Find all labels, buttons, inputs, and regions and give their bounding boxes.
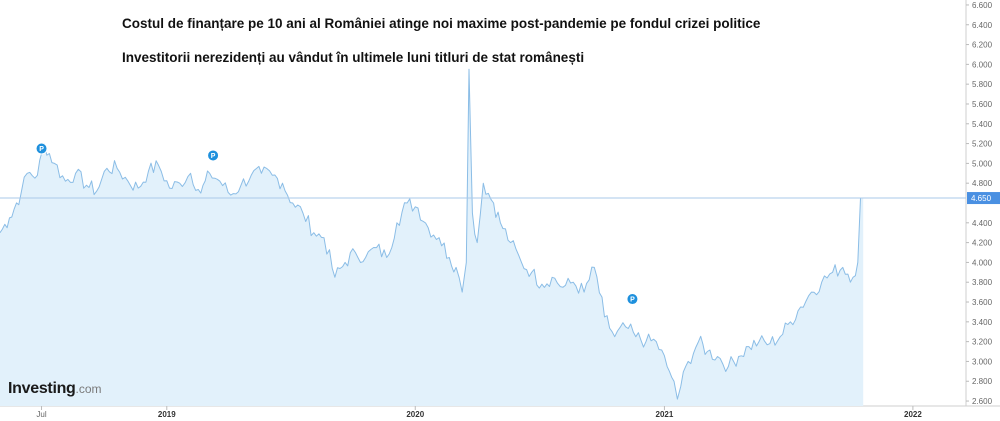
chart-subtitle: Investitorii nerezidenți au vândut în ul… xyxy=(122,50,585,65)
event-marker-label: P xyxy=(630,297,635,304)
y-tick-label: 5.600 xyxy=(972,100,993,109)
area-fill xyxy=(0,69,864,407)
y-tick-label: 3.200 xyxy=(972,338,993,347)
event-marker-label: P xyxy=(39,146,44,153)
y-tick-label: 6.000 xyxy=(972,60,993,69)
y-tick-label: 5.800 xyxy=(972,80,993,89)
x-tick-label: 2020 xyxy=(406,410,424,419)
y-tick-label: 3.000 xyxy=(972,357,993,366)
current-value-badge xyxy=(967,192,1000,205)
event-marker-label: P xyxy=(211,153,216,160)
y-tick-label: 5.400 xyxy=(972,120,993,129)
chart-title: Costul de finanțare pe 10 ani al Românie… xyxy=(122,16,761,31)
y-tick-label: 6.600 xyxy=(972,1,993,10)
y-tick-label: 5.200 xyxy=(972,140,993,149)
y-tick-label: 2.800 xyxy=(972,377,993,386)
x-tick-label: Jul xyxy=(36,410,46,419)
y-tick-label: 3.400 xyxy=(972,318,993,327)
investing-logo[interactable]: Investing.com xyxy=(8,380,102,398)
y-tick-label: 5.000 xyxy=(972,159,993,168)
y-tick-label: 3.600 xyxy=(972,298,993,307)
current-value-label: 4.650 xyxy=(971,194,992,203)
y-tick-label: 4.800 xyxy=(972,179,993,188)
logo-suffix: .com xyxy=(75,382,102,396)
y-tick-label: 4.200 xyxy=(972,239,993,248)
event-marker xyxy=(626,293,639,306)
event-marker xyxy=(207,149,220,162)
x-tick-label: 2022 xyxy=(904,410,922,419)
y-tick-label: 3.800 xyxy=(972,278,993,287)
y-tick-label: 6.200 xyxy=(972,41,993,50)
y-tick-label: 4.000 xyxy=(972,258,993,267)
y-tick-label: 6.400 xyxy=(972,21,993,30)
event-marker xyxy=(35,142,48,155)
logo-word: Investing xyxy=(8,380,76,397)
x-tick-label: 2019 xyxy=(158,410,176,419)
y-tick-label: 4.400 xyxy=(972,219,993,228)
y-tick-label: 2.600 xyxy=(972,397,993,406)
x-tick-label: 2021 xyxy=(656,410,674,419)
series-line xyxy=(0,68,864,400)
